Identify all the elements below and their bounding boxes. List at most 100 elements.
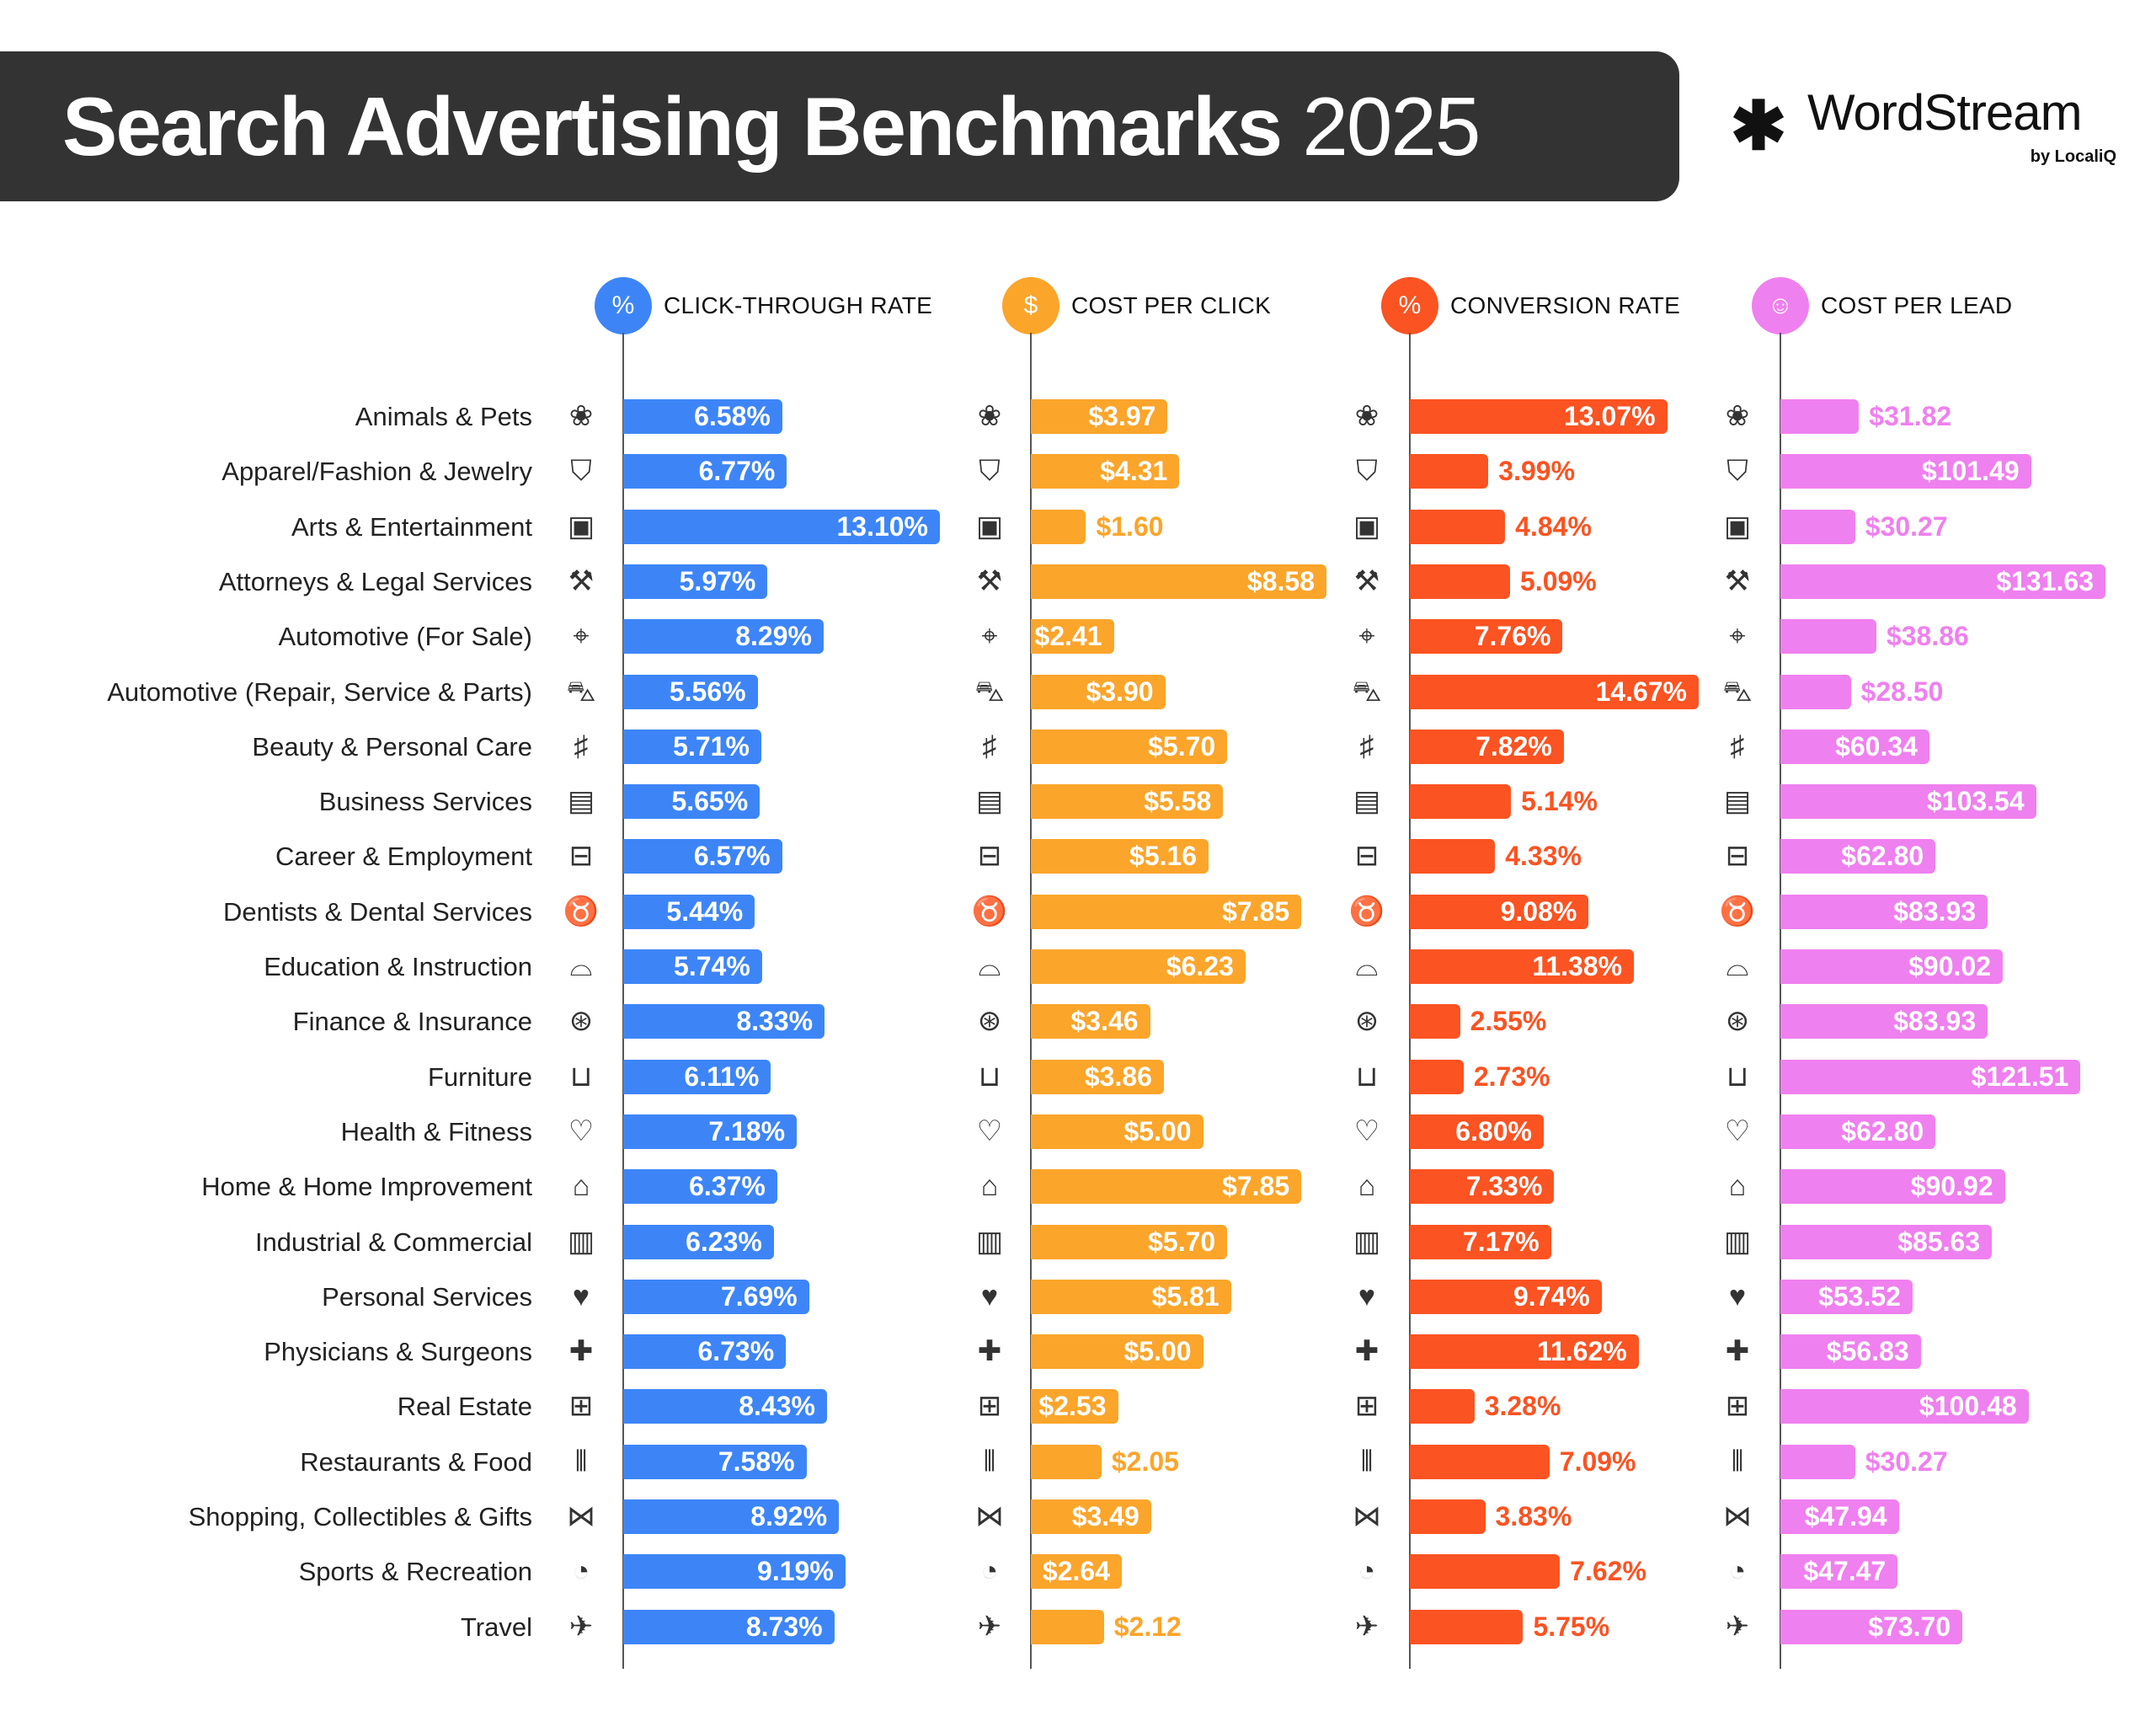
category-label: Sports & Recreation <box>298 1557 532 1587</box>
data-label: 7.76% <box>1474 621 1551 652</box>
column-header-label: COST PER CLICK <box>1071 292 1272 318</box>
category-label: Career & Employment <box>275 842 532 872</box>
data-label: $103.54 <box>1926 786 2025 817</box>
data-label: 8.92% <box>750 1501 828 1531</box>
bar <box>1031 454 1180 489</box>
data-label: 4.33% <box>1505 841 1582 872</box>
gavel-icon: ⚒ <box>1353 564 1380 597</box>
bar <box>1780 894 1988 929</box>
bar <box>1031 1499 1151 1534</box>
title-year: 2025 <box>1302 80 1481 173</box>
bow-icon: ⋈ <box>975 1500 1004 1532</box>
data-label: $2.12 <box>1113 1611 1182 1642</box>
category-label: Arts & Entertainment <box>291 511 532 542</box>
column-header-label: CLICK-THROUGH RATE <box>664 292 933 318</box>
data-label: 6.73% <box>697 1336 775 1367</box>
bar <box>1410 1499 1486 1534</box>
car-icon: ⛍ <box>1722 675 1753 708</box>
bar <box>1031 509 1086 544</box>
bar <box>1780 1279 1913 1314</box>
bar <box>1780 1609 1963 1644</box>
ball-icon: ◔ <box>1728 1555 1747 1588</box>
bar <box>1780 1004 1988 1040</box>
bar <box>623 729 761 764</box>
data-label: 6.11% <box>684 1061 760 1092</box>
car-icon: ⛍ <box>974 675 1005 708</box>
data-label: $5.81 <box>1151 1280 1219 1312</box>
category-label: Home & Home Improvement <box>201 1172 532 1202</box>
fork-knife-icon: ⫴ <box>574 1445 588 1478</box>
house-icon: ⌂ <box>572 1170 590 1203</box>
category-label: Attorneys & Legal Services <box>218 566 532 596</box>
data-label: $28.50 <box>1860 676 1944 707</box>
bar <box>1410 1609 1524 1644</box>
bar <box>1410 1554 1561 1590</box>
bar <box>1410 1169 1555 1205</box>
data-label: $5.70 <box>1148 730 1216 762</box>
bar <box>623 784 760 820</box>
data-label: 5.71% <box>673 730 750 762</box>
category-label: Automotive (Repair, Service & Parts) <box>107 676 532 707</box>
data-label: 9.74% <box>1513 1280 1590 1312</box>
briefcase-icon: ⊟ <box>977 840 1002 873</box>
cursor-percent-icon: % <box>595 277 652 334</box>
bar <box>1410 509 1506 544</box>
person-dollar-icon: ☺ <box>1752 277 1809 334</box>
tshirt-icon: ⛉ <box>1356 455 1378 488</box>
bar <box>1780 1389 2029 1424</box>
bar <box>623 949 762 984</box>
data-label: $5.58 <box>1144 786 1212 817</box>
bar <box>1780 619 1876 655</box>
category-label: Automotive (For Sale) <box>278 622 533 652</box>
column-header-label: COST PER LEAD <box>1821 292 2013 318</box>
document-icon: ▤ <box>1353 785 1381 818</box>
bar <box>1410 839 1496 874</box>
column-header-0: % CLICK-THROUGH RATE <box>595 277 933 334</box>
axis-line <box>1030 333 1032 1669</box>
bar <box>623 1444 807 1479</box>
bar <box>1410 784 1512 820</box>
bar <box>623 1059 771 1094</box>
bar <box>1410 1444 1550 1479</box>
tooth-icon: ♉ <box>563 895 600 927</box>
bar <box>1410 949 1635 984</box>
document-icon: ▤ <box>1723 785 1752 818</box>
category-label: Travel <box>461 1611 532 1642</box>
bar <box>1780 674 1851 709</box>
hand-heart-icon: ♥ <box>572 1280 590 1312</box>
percent-circle-icon: % <box>1381 277 1438 334</box>
bar <box>1410 674 1699 709</box>
armchair-icon: ⊔ <box>978 1060 1001 1093</box>
data-label: 5.09% <box>1520 565 1597 596</box>
bar <box>623 1279 809 1314</box>
data-label: $30.27 <box>1865 510 1948 542</box>
category-label: Finance & Insurance <box>292 1007 532 1037</box>
bar <box>1780 564 2105 599</box>
data-label: 5.14% <box>1521 786 1598 817</box>
bar <box>1410 1334 1639 1370</box>
heart-plus-icon: ♡ <box>568 1114 595 1147</box>
data-label: $30.27 <box>1865 1446 1948 1477</box>
house-icon: ⌂ <box>980 1170 999 1203</box>
logo-mark-icon: ✱ <box>1730 88 1787 163</box>
data-label: $47.47 <box>1803 1556 1886 1587</box>
bar <box>1780 784 2036 820</box>
heart-plus-icon: ♡ <box>1724 1114 1751 1147</box>
tshirt-icon: ⛉ <box>979 455 1001 488</box>
document-icon: ▤ <box>567 785 595 818</box>
category-label: Physicians & Surgeons <box>264 1337 532 1367</box>
storefront-icon: ⊞ <box>1725 1390 1750 1423</box>
page-title: Search Advertising Benchmarks 2025 <box>62 80 1481 173</box>
tshirt-icon: ⛉ <box>570 455 592 488</box>
bar <box>1031 674 1166 709</box>
data-label: $5.00 <box>1123 1336 1192 1367</box>
briefcase-icon: ⊟ <box>568 840 594 873</box>
paw-icon: ❀ <box>1725 400 1750 432</box>
paw-icon: ❀ <box>977 400 1002 432</box>
cursor-dollar-icon: $ <box>1002 277 1059 334</box>
comb-icon: ♯ <box>1359 730 1374 762</box>
data-label: $5.00 <box>1123 1115 1192 1146</box>
bar <box>1031 1444 1102 1479</box>
bar <box>1780 1114 1936 1149</box>
factory-icon: ▥ <box>1723 1225 1752 1258</box>
